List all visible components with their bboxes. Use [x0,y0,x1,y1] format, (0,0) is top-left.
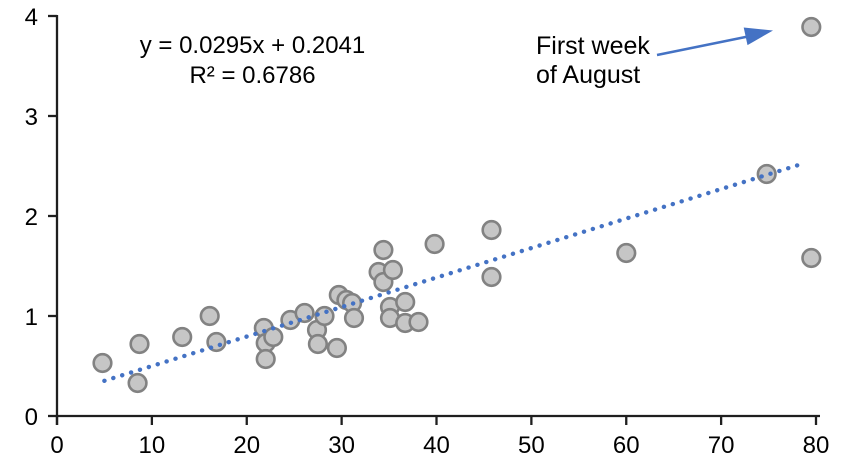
scatter-point [314,305,335,327]
y-axis-tick-label: 4 [25,4,38,31]
x-axis-tick-label: 10 [139,432,166,459]
x-axis-tick-label: 40 [423,432,450,459]
scatter-point [326,337,348,359]
annotation-line-2: of August [536,61,641,89]
trendline-equation-text: y = 0.0295x + 0.2041 [139,32,366,59]
annotation-arrow-head [743,27,773,46]
scatter-point [481,219,502,241]
r-squared-text: R² = 0.6786 [189,62,316,89]
annotation-first-week-of-august: First week of August [536,32,650,90]
scatter-point [127,372,148,394]
scatter-point [307,333,329,355]
scatter-point [382,259,404,281]
x-axis-tick-label: 60 [613,432,640,459]
scatter-point [199,305,220,327]
annotation-line-1: First week [536,32,650,60]
scatter-point [172,326,193,348]
trendline-equation-block: y = 0.0295x + 0.2041 R² = 0.6786 [100,31,405,91]
scatter-point [343,307,365,329]
scatter-point [129,333,150,355]
scatter-point [756,163,777,185]
scatter-point [801,16,822,38]
x-axis-tick-label: 70 [708,432,735,459]
scatter-point [408,311,429,333]
scatter-point [481,266,502,288]
scatter-point [395,291,416,313]
x-axis-tick-label: 0 [50,432,63,459]
y-axis-tick-label: 3 [25,104,38,131]
y-axis-tick-label: 1 [25,304,38,331]
scatter-point [92,352,113,374]
scatter-point [263,326,284,348]
x-axis-tick-label: 50 [518,432,545,459]
y-axis-tick-label: 2 [25,204,38,231]
scatter-point [424,233,445,255]
scatter-point [616,242,637,264]
x-axis-tick-label: 20 [233,432,260,459]
annotation-arrow-shaft [656,35,749,57]
scatter-point [255,348,276,370]
x-axis-tick-label: 80 [803,432,830,459]
trendline [102,160,807,383]
scatter-point [373,239,394,261]
x-axis-tick-label: 30 [328,432,355,459]
scatter-point [801,247,822,269]
y-axis-tick-label: 0 [25,404,38,431]
